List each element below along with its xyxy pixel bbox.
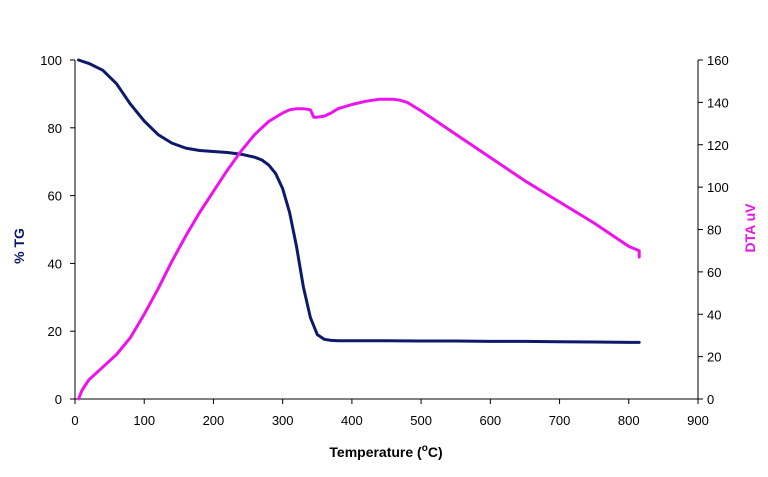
series-line-tg [77, 58, 641, 344]
y-right-tick-label: 60 [707, 265, 721, 280]
y-left-axis-title: % TG [11, 228, 27, 264]
x-tick-label: 600 [479, 413, 501, 428]
y-left-tick-label: 60 [48, 189, 62, 204]
y-right-tick-label: 140 [707, 95, 729, 110]
x-axis-title: Temperature (oC) [329, 443, 442, 460]
y-left-tick-label: 80 [48, 121, 62, 136]
axes [70, 59, 703, 404]
x-tick-label: 200 [203, 413, 225, 428]
y-right-tick-label: 120 [707, 138, 729, 153]
x-tick-label: 500 [410, 413, 432, 428]
series-line-dta [77, 97, 641, 401]
x-tick-label: 100 [133, 413, 155, 428]
x-tick-label: 900 [687, 413, 709, 428]
x-axis-title-unit: C) [428, 444, 443, 460]
x-tick-label: 700 [549, 413, 571, 428]
y-right-axis-title: DTA uV [742, 203, 758, 253]
y-right-tick-label: 40 [707, 307, 721, 322]
plot-area [77, 58, 641, 401]
y-right-tick-label: 0 [707, 392, 714, 407]
y-left-tick-label: 100 [40, 53, 62, 68]
x-tick-label: 800 [618, 413, 640, 428]
y-right-tick-label: 80 [707, 223, 721, 238]
x-tick-label: 300 [272, 413, 294, 428]
x-axis-title-degree: o [422, 443, 428, 454]
y-left-tick-label: 0 [55, 392, 62, 407]
y-left-tick-label: 40 [48, 256, 62, 271]
y-right-tick-label: 20 [707, 350, 721, 365]
x-axis-title-main: Temperature ( [329, 444, 422, 460]
y-right-tick-label: 100 [707, 180, 729, 195]
tick-labels: 0 100 200 300 400 500 600 700 800 900020406080100… [40, 53, 728, 428]
y-left-tick-label: 20 [48, 324, 62, 339]
y-right-tick-label: 160 [707, 53, 729, 68]
x-tick-label: 0 [71, 413, 78, 428]
x-tick-label: 400 [341, 413, 363, 428]
